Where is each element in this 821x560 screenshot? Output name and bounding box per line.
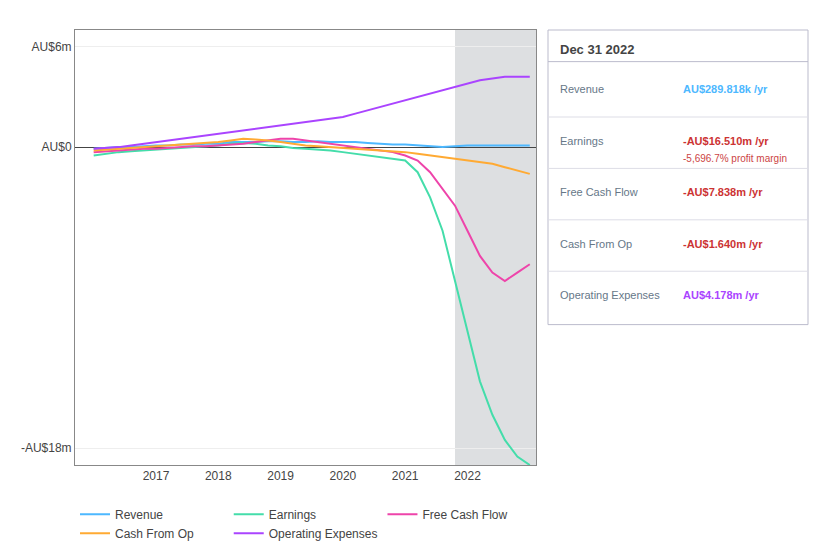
svg-text:-AU$18m: -AU$18m (21, 441, 72, 455)
svg-text:2021: 2021 (392, 469, 419, 483)
svg-text:Free Cash Flow: Free Cash Flow (560, 186, 638, 198)
svg-text:Operating Expenses: Operating Expenses (269, 527, 378, 541)
svg-text:Revenue: Revenue (115, 508, 163, 522)
svg-text:Cash From Op: Cash From Op (115, 527, 194, 541)
svg-text:-5,696.7% profit margin: -5,696.7% profit margin (683, 153, 787, 164)
svg-text:Revenue: Revenue (560, 83, 604, 95)
svg-text:AU$6m: AU$6m (32, 40, 72, 54)
svg-text:-AU$16.510m /yr: -AU$16.510m /yr (683, 135, 769, 147)
svg-text:2020: 2020 (330, 469, 357, 483)
svg-text:2019: 2019 (267, 469, 294, 483)
svg-text:Cash From Op: Cash From Op (560, 238, 632, 250)
svg-text:2022: 2022 (454, 469, 481, 483)
svg-text:2017: 2017 (143, 469, 170, 483)
svg-text:2018: 2018 (205, 469, 232, 483)
svg-text:Earnings: Earnings (269, 508, 316, 522)
svg-text:-AU$7.838m /yr: -AU$7.838m /yr (683, 186, 763, 198)
svg-text:AU$289.818k /yr: AU$289.818k /yr (683, 83, 768, 95)
svg-text:Operating Expenses: Operating Expenses (560, 289, 660, 301)
svg-text:AU$0: AU$0 (42, 140, 72, 154)
svg-text:AU$4.178m /yr: AU$4.178m /yr (683, 289, 760, 301)
svg-text:Free Cash Flow: Free Cash Flow (422, 508, 507, 522)
svg-text:Dec 31 2022: Dec 31 2022 (560, 42, 634, 57)
svg-text:-AU$1.640m /yr: -AU$1.640m /yr (683, 238, 763, 250)
svg-text:Earnings: Earnings (560, 135, 604, 147)
